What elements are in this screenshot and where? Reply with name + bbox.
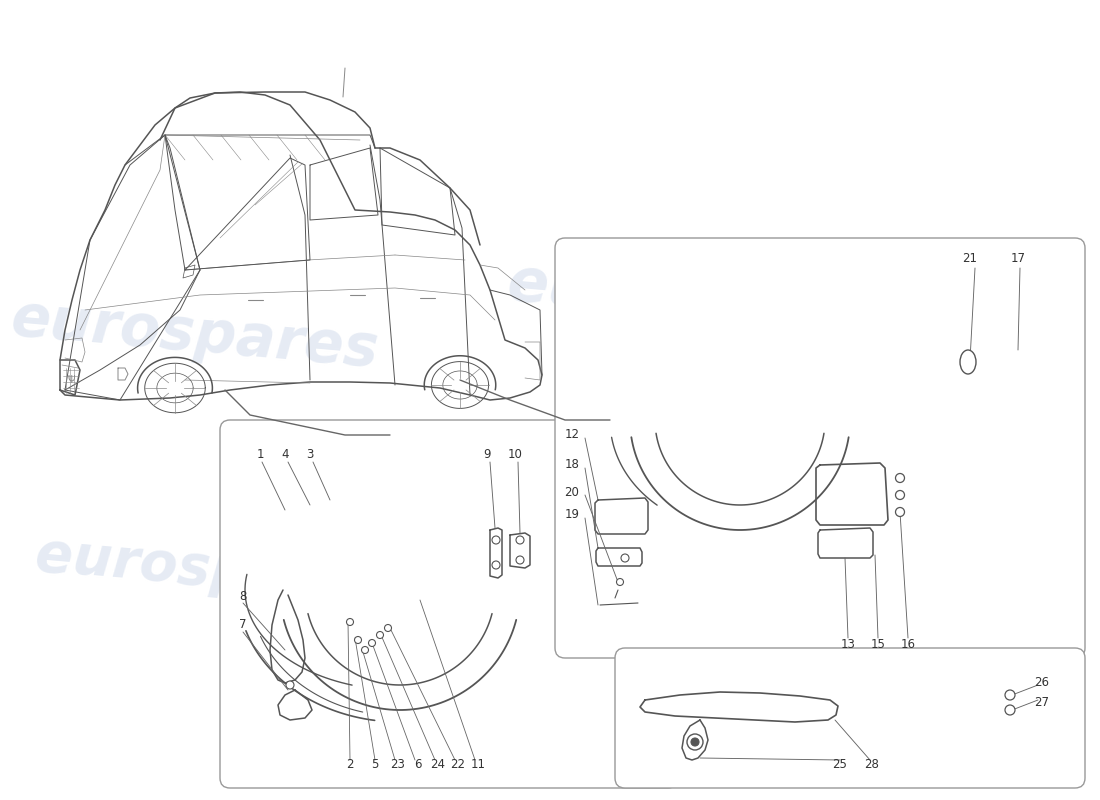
Circle shape: [895, 490, 904, 499]
Text: 25: 25: [833, 758, 847, 771]
Circle shape: [368, 639, 375, 646]
Circle shape: [621, 554, 629, 562]
Text: 12: 12: [564, 429, 580, 442]
Text: 11: 11: [471, 758, 485, 771]
Text: 5: 5: [372, 758, 378, 771]
Text: 13: 13: [840, 638, 856, 651]
Circle shape: [1005, 705, 1015, 715]
Text: eurospares: eurospares: [33, 528, 387, 612]
Circle shape: [354, 637, 362, 643]
FancyBboxPatch shape: [220, 420, 678, 788]
Circle shape: [492, 561, 500, 569]
Text: 28: 28: [865, 758, 879, 771]
FancyBboxPatch shape: [556, 238, 1085, 658]
Text: eurospares: eurospares: [505, 254, 895, 346]
Text: 20: 20: [564, 486, 580, 498]
Text: Ψ: Ψ: [67, 375, 75, 385]
Text: 4: 4: [282, 449, 288, 462]
Circle shape: [385, 625, 392, 631]
Text: 26: 26: [1034, 675, 1049, 689]
Text: 27: 27: [1034, 695, 1049, 709]
Text: 16: 16: [901, 638, 915, 651]
Text: 6: 6: [415, 758, 421, 771]
Text: 17: 17: [1011, 251, 1025, 265]
Circle shape: [362, 646, 369, 654]
Circle shape: [688, 734, 703, 750]
Text: 19: 19: [564, 509, 580, 522]
Circle shape: [516, 556, 524, 564]
Text: 24: 24: [430, 758, 446, 771]
Text: 15: 15: [870, 638, 886, 651]
Circle shape: [691, 738, 698, 746]
Text: 10: 10: [507, 449, 522, 462]
Circle shape: [895, 507, 904, 517]
Circle shape: [492, 536, 500, 544]
Text: 23: 23: [390, 758, 406, 771]
Text: 18: 18: [564, 458, 580, 471]
Circle shape: [376, 631, 384, 638]
Text: 8: 8: [240, 590, 246, 602]
Text: 9: 9: [483, 449, 491, 462]
Circle shape: [516, 536, 524, 544]
Text: 1: 1: [256, 449, 264, 462]
Circle shape: [346, 618, 353, 626]
Text: 7: 7: [240, 618, 246, 631]
FancyBboxPatch shape: [615, 648, 1085, 788]
Text: 3: 3: [306, 449, 313, 462]
Circle shape: [286, 681, 294, 689]
Ellipse shape: [960, 350, 976, 374]
Circle shape: [1005, 690, 1015, 700]
Text: eurospares: eurospares: [9, 290, 382, 379]
Text: 21: 21: [962, 251, 978, 265]
Text: 22: 22: [451, 758, 465, 771]
Circle shape: [895, 474, 904, 482]
Text: 2: 2: [346, 758, 354, 771]
Circle shape: [616, 578, 624, 586]
Text: eurospares: eurospares: [503, 528, 857, 612]
